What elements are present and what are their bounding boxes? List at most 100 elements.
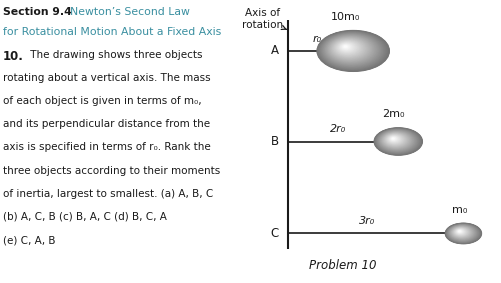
Circle shape [326,36,375,63]
Circle shape [381,132,412,149]
Text: Section 9.4: Section 9.4 [3,7,71,17]
Circle shape [454,228,468,236]
Circle shape [388,136,401,143]
Circle shape [333,39,365,58]
Text: and its perpendicular distance from the: and its perpendicular distance from the [3,119,209,129]
Circle shape [335,40,362,56]
Circle shape [452,227,470,237]
Circle shape [445,223,481,244]
Circle shape [321,33,384,68]
Circle shape [457,230,463,233]
Circle shape [381,132,411,149]
Circle shape [383,133,409,148]
Circle shape [455,229,466,235]
Circle shape [453,228,469,237]
Circle shape [375,128,422,155]
Circle shape [451,227,472,238]
Text: of inertia, largest to smallest. (a) A, B, C: of inertia, largest to smallest. (a) A, … [3,189,213,199]
Text: r₀: r₀ [313,34,322,44]
Circle shape [447,224,479,243]
Circle shape [384,133,408,147]
Circle shape [331,38,367,59]
Circle shape [453,228,470,237]
Circle shape [390,137,398,142]
Text: 2m₀: 2m₀ [382,110,405,119]
Circle shape [449,226,475,240]
Circle shape [318,31,388,71]
Circle shape [454,228,468,236]
Circle shape [389,136,400,142]
Circle shape [455,229,466,235]
Text: B: B [271,135,279,148]
Circle shape [377,129,419,153]
Circle shape [337,42,359,54]
Circle shape [338,42,356,53]
Circle shape [383,133,408,147]
Circle shape [459,231,460,232]
Circle shape [458,230,461,232]
Circle shape [336,41,361,55]
Circle shape [319,31,387,70]
Text: for Rotational Motion About a Fixed Axis: for Rotational Motion About a Fixed Axis [3,27,221,37]
Circle shape [338,42,357,53]
Text: The drawing shows three objects: The drawing shows three objects [27,50,202,59]
Circle shape [340,43,354,52]
Circle shape [450,226,474,239]
Text: of each object is given in terms of m₀,: of each object is given in terms of m₀, [3,96,201,106]
Circle shape [390,137,397,141]
Circle shape [344,46,348,48]
Circle shape [320,32,385,69]
Circle shape [327,36,374,63]
Circle shape [456,230,464,234]
Circle shape [339,43,355,52]
Circle shape [446,224,480,243]
Text: axis is specified in terms of r₀. Rank the: axis is specified in terms of r₀. Rank t… [3,142,210,152]
Circle shape [456,230,464,234]
Circle shape [326,35,376,64]
Circle shape [330,38,369,60]
Circle shape [446,224,481,243]
Circle shape [377,130,418,153]
Circle shape [323,34,380,66]
Circle shape [378,130,416,152]
Circle shape [385,134,405,145]
Circle shape [376,129,420,154]
Circle shape [375,128,421,154]
Circle shape [391,137,397,141]
Circle shape [385,134,405,145]
Circle shape [380,131,413,150]
Text: 3r₀: 3r₀ [359,216,375,226]
Circle shape [322,33,382,67]
Circle shape [388,136,400,143]
Circle shape [332,39,366,58]
Circle shape [392,138,395,140]
Circle shape [389,136,399,142]
Circle shape [342,44,351,50]
Text: C: C [271,227,279,240]
Circle shape [334,40,363,56]
Circle shape [324,35,378,65]
Circle shape [378,130,417,152]
Circle shape [447,224,478,242]
Circle shape [458,231,461,232]
Circle shape [376,129,419,153]
Circle shape [454,228,467,235]
Circle shape [448,225,477,241]
Text: Newton’s Second Law: Newton’s Second Law [70,7,190,17]
Circle shape [328,37,372,61]
Circle shape [457,230,463,233]
Circle shape [451,226,473,239]
Circle shape [453,228,469,237]
Circle shape [385,134,406,146]
Circle shape [333,40,364,57]
Circle shape [448,225,476,241]
Text: Axis of
rotation: Axis of rotation [242,8,287,30]
Circle shape [319,32,386,69]
Text: A: A [271,44,279,57]
Circle shape [379,130,415,151]
Circle shape [340,44,353,51]
Circle shape [336,41,360,55]
Circle shape [447,224,479,242]
Text: Problem 10: Problem 10 [310,259,377,272]
Circle shape [458,230,462,233]
